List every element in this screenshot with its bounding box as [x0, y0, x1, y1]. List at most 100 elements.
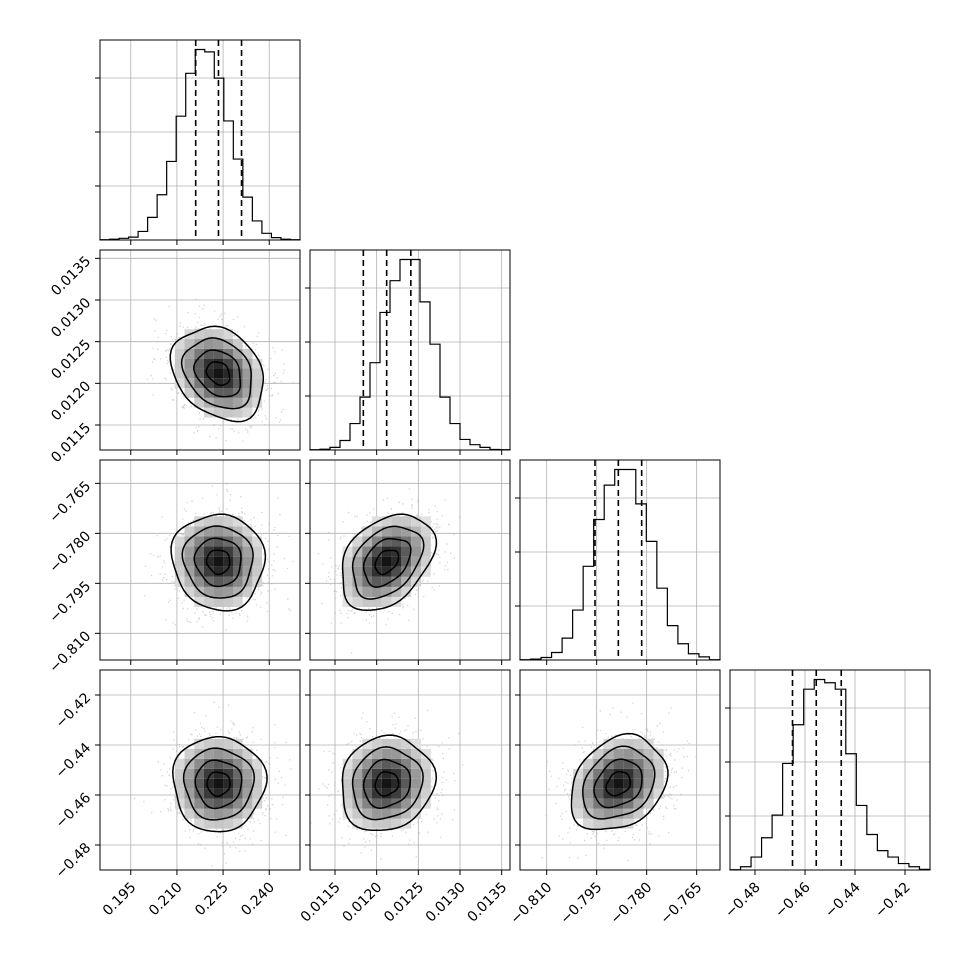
- density-cell: [233, 798, 243, 809]
- density-cell: [623, 798, 634, 809]
- density-cell: [633, 748, 644, 759]
- density-cell: [194, 738, 204, 749]
- panel-content: [310, 670, 510, 870]
- density-cell: [342, 778, 353, 789]
- density-cell: [242, 526, 253, 537]
- density-cell: [184, 556, 195, 567]
- density-cell: [593, 788, 604, 799]
- panel-frame: [99, 249, 301, 451]
- contour-2: [351, 525, 425, 600]
- density-cell: [233, 556, 243, 567]
- density-cell: [411, 566, 421, 577]
- y-tick-label: −0.48: [53, 840, 95, 882]
- density-cell: [342, 758, 353, 769]
- density-cell: [233, 788, 243, 799]
- density-cell: [203, 556, 214, 567]
- density-cell: [593, 818, 604, 829]
- density-cell: [401, 526, 412, 537]
- density-cell: [613, 738, 624, 749]
- density-cell: [391, 536, 402, 547]
- density-cell: [242, 378, 253, 389]
- density-cell: [381, 758, 392, 769]
- density-cell: [242, 808, 253, 819]
- density-cell: [194, 768, 204, 779]
- density-cell: [203, 778, 214, 789]
- density-cell: [411, 808, 421, 819]
- scatter-panel-2-0: [95, 459, 301, 665]
- density-cell: [352, 566, 363, 577]
- x-tick-label: 0.0135: [464, 879, 510, 925]
- density-cell: [623, 778, 634, 789]
- density-cell: [252, 768, 263, 779]
- density-cell: [653, 788, 664, 799]
- density-cell: [401, 566, 412, 577]
- density-cell: [583, 758, 594, 769]
- density-cell: [174, 378, 185, 389]
- density-cell: [213, 516, 224, 527]
- density-cell: [342, 556, 353, 567]
- density-cell: [342, 586, 353, 597]
- density-cell: [203, 566, 214, 577]
- density-cell: [223, 339, 233, 349]
- density-cell: [194, 596, 204, 608]
- density-cell: [362, 586, 372, 597]
- scatter-panel-3-2: [515, 669, 721, 875]
- y-tick-label: 0.0120: [48, 378, 94, 424]
- density-cell: [593, 808, 604, 819]
- density-cell: [603, 798, 614, 809]
- density-cell: [613, 748, 624, 759]
- density-cell: [174, 758, 185, 769]
- x-tick-label: −0.44: [822, 879, 864, 921]
- x-tick-label: 0.0125: [381, 879, 427, 925]
- y-tick-label: 0.0125: [48, 337, 94, 383]
- density-cell: [583, 798, 594, 809]
- density-cell: [213, 536, 224, 547]
- density-cell: [401, 768, 412, 779]
- density-cell: [391, 808, 402, 819]
- density-cell: [242, 768, 253, 779]
- density-cell: [242, 348, 253, 359]
- density-cell: [233, 536, 243, 547]
- density-cell: [352, 788, 363, 799]
- density-cell: [194, 358, 204, 369]
- density-cell: [411, 768, 421, 779]
- x-tick-label: −0.795: [557, 879, 605, 927]
- density-cell: [184, 788, 195, 799]
- density-cell: [174, 546, 185, 557]
- density-cell: [233, 738, 243, 749]
- density-cell: [174, 798, 185, 809]
- contour-3: [341, 513, 438, 612]
- density-cell: [233, 368, 243, 379]
- density-cell: [401, 778, 412, 789]
- density-cell: [233, 526, 243, 537]
- density-cell: [401, 808, 412, 819]
- density-cell: [213, 407, 224, 418]
- density-cell: [223, 397, 233, 408]
- density-cell: [223, 748, 233, 759]
- density-cell: [371, 536, 382, 547]
- contour-2: [182, 747, 256, 821]
- panel-content: [520, 670, 720, 870]
- density-cell: [252, 758, 263, 769]
- density-cell: [342, 808, 353, 819]
- density-cell: [391, 556, 402, 567]
- density-cell: [362, 778, 372, 789]
- density-cell: [194, 798, 204, 809]
- density-cell: [252, 358, 263, 369]
- density-cell: [203, 348, 214, 359]
- density-cell: [401, 748, 412, 759]
- density-cell: [362, 738, 372, 749]
- y-tick-label: −0.44: [53, 740, 95, 782]
- density-cell: [572, 778, 584, 789]
- density-cell: [342, 546, 353, 557]
- density-cell: [643, 768, 654, 779]
- x-tick-label: 0.0120: [339, 879, 385, 925]
- density-cell: [401, 758, 412, 769]
- density-cell: [411, 798, 421, 809]
- density-cell: [623, 818, 634, 829]
- density-cell: [203, 358, 214, 369]
- density-cell: [252, 388, 263, 398]
- density-cell: [401, 556, 412, 567]
- density-cell: [194, 586, 204, 597]
- density-cell: [203, 339, 214, 349]
